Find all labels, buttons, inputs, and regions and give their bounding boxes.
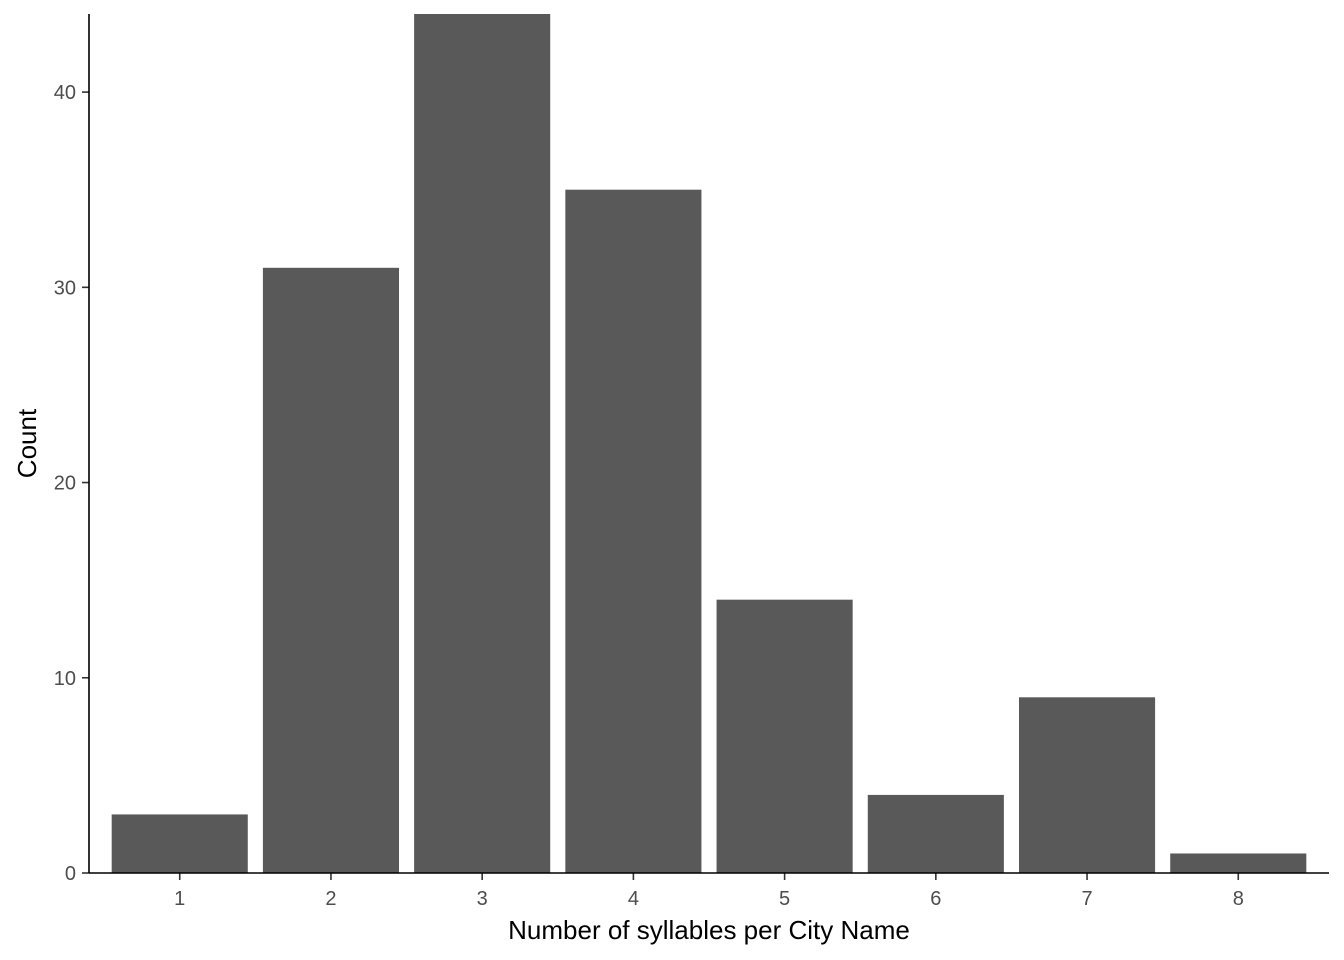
bars-group	[111, 14, 1307, 873]
y-tick-label: 30	[54, 277, 76, 299]
x-tick-label: 2	[325, 888, 336, 910]
x-axis-ticks: 1 2 3 4 5 6 7 8	[174, 873, 1244, 910]
bar-5	[716, 599, 853, 873]
bar-7	[1019, 697, 1156, 873]
y-axis-ticks: 0 10 20 30 40	[54, 82, 89, 885]
x-tick-label: 7	[1081, 888, 1092, 910]
x-axis-title: Number of syllables per City Name	[508, 915, 910, 945]
bar-3	[414, 14, 551, 873]
x-tick-label: 8	[1233, 888, 1244, 910]
bar-1	[111, 814, 248, 873]
bar-4	[565, 189, 702, 873]
x-tick-label: 5	[779, 888, 790, 910]
x-tick-label: 6	[930, 888, 941, 910]
x-tick-label: 1	[174, 888, 185, 910]
bar-2	[262, 267, 399, 873]
bar-6	[867, 794, 1004, 873]
y-axis-title: Count	[12, 408, 42, 478]
x-tick-label: 3	[477, 888, 488, 910]
y-tick-label: 10	[54, 668, 76, 690]
x-tick-label: 4	[628, 888, 639, 910]
y-tick-label: 40	[54, 82, 76, 104]
y-tick-label: 0	[65, 863, 76, 885]
bar-8	[1170, 853, 1307, 873]
y-tick-label: 20	[54, 473, 76, 495]
